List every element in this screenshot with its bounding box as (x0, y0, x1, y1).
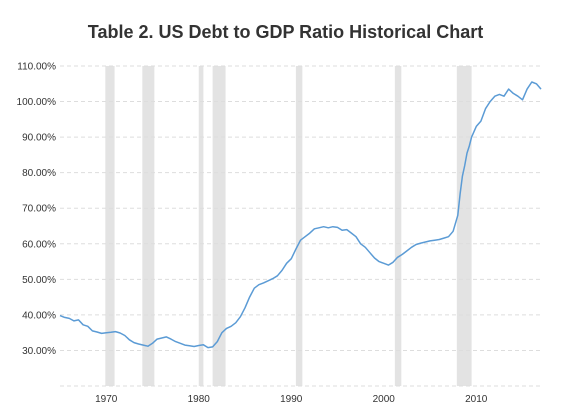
recession-band (295, 66, 303, 386)
x-tick-label: 2010 (465, 394, 488, 405)
y-tick-label: 90.00% (22, 133, 56, 144)
y-tick-label: 100.00% (17, 97, 57, 108)
x-tick-label: 2000 (373, 394, 396, 405)
recession-band (105, 66, 115, 386)
y-tick-label: 70.00% (22, 204, 56, 215)
y-tick-label: 50.00% (22, 275, 56, 286)
y-tick-label: 80.00% (22, 168, 56, 179)
recession-band (394, 66, 402, 386)
y-tick-label: 110.00% (17, 62, 56, 73)
chart-title: Table 2. US Debt to GDP Ratio Historical… (87, 22, 484, 42)
debt-ratio-line-group (59, 81, 542, 349)
y-tick-label: 30.00% (22, 346, 56, 357)
x-tick-label: 1970 (95, 394, 118, 405)
y-axis-ticks: 30.00% 40.00% 50.00% 60.00% 70.00% 80.00% 90.0… (17, 62, 57, 357)
recession-band (212, 66, 226, 386)
y-tick-label: 40.00% (22, 310, 56, 321)
y-tick-label: 60.00% (22, 239, 56, 250)
recession-band (198, 66, 204, 386)
recession-band (142, 66, 155, 386)
recession-bands (105, 66, 472, 386)
debt-ratio-line (59, 81, 542, 349)
x-tick-label: 1990 (280, 394, 303, 405)
x-axis-ticks: 1970 1980 1990 2000 2010 (95, 394, 488, 405)
gridlines (60, 65, 541, 387)
recession-band (456, 66, 472, 386)
x-tick-label: 1980 (188, 394, 211, 405)
